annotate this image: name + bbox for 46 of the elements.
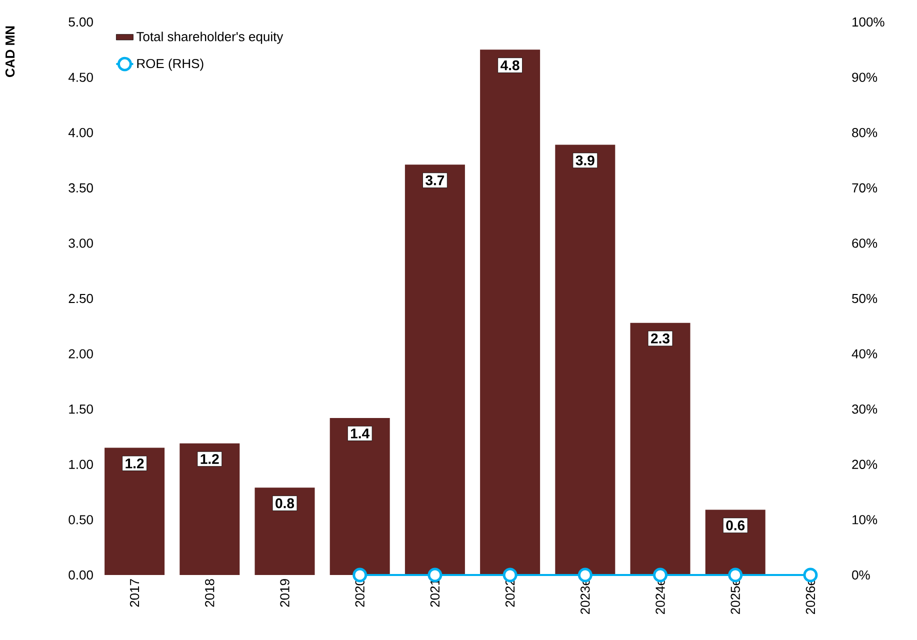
legend-label: Total shareholder's equity	[136, 32, 284, 44]
x-tick-label: 2018	[205, 579, 214, 607]
y2-tick-label: 10%	[852, 515, 878, 524]
y-axis-title: CAD MN	[5, 26, 15, 77]
x-tick-label: 2017	[130, 579, 140, 607]
legend-label: ROE (RHS)	[137, 58, 204, 71]
bar	[104, 448, 165, 575]
y-tick-label: 0.50	[68, 515, 93, 524]
y2-tick-label: 30%	[852, 404, 878, 414]
data-label: 3.7	[426, 175, 444, 186]
data-label: 1.2	[200, 454, 219, 464]
bar	[404, 164, 465, 575]
y-tick-label: 1.00	[69, 460, 93, 469]
bar	[555, 144, 616, 575]
y-tick-label: 3.50	[68, 183, 93, 192]
y2-tick-label: 80%	[852, 128, 878, 138]
y2-tick-label: 40%	[852, 349, 878, 358]
data-label: 0.6	[726, 520, 745, 530]
bar	[480, 50, 540, 575]
y2-tick-label: 60%	[852, 238, 878, 248]
y-tick-label: 4.50	[68, 72, 93, 82]
y2-tick-label: 0%	[852, 570, 870, 580]
y-tick-label: 3.00	[68, 238, 93, 248]
x-tick-label: 2021	[430, 579, 440, 607]
y-tick-label: 2.50	[68, 294, 93, 304]
y2-tick-label: 20%	[852, 460, 878, 469]
bar	[180, 443, 240, 575]
y2-tick-label: 90%	[852, 72, 878, 82]
y-tick-label: 1.50	[69, 404, 93, 414]
bar	[254, 488, 315, 575]
bar	[330, 418, 390, 575]
y-tick-label: 5.00	[68, 17, 93, 27]
data-label: 2.3	[651, 334, 670, 344]
y-tick-label: 2.00	[68, 349, 93, 358]
x-tick-label: 2019	[280, 579, 290, 607]
data-label: 1.4	[350, 428, 370, 438]
data-label: 0.8	[276, 498, 294, 508]
y-tick-label: 4.00	[68, 128, 93, 138]
y2-tick-label: 100%	[852, 17, 884, 27]
y2-tick-label: 70%	[852, 183, 878, 192]
bar	[630, 322, 690, 575]
y2-tick-label: 50%	[852, 294, 878, 304]
data-label: 3.9	[576, 155, 594, 166]
data-label: 1.2	[126, 458, 144, 468]
data-label: 4.8	[500, 60, 520, 70]
y-tick-label: 0.00	[68, 570, 93, 580]
